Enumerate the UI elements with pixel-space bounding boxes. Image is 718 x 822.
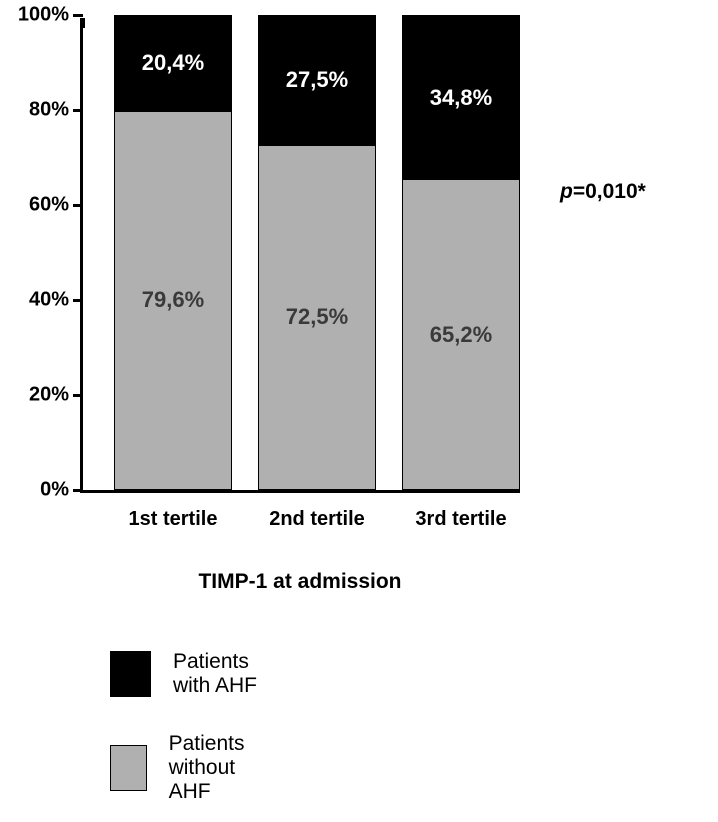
- x-tick-mark: [82, 18, 85, 28]
- bar-value-label-with-ahf: 20,4%: [115, 50, 231, 76]
- bar-segment-without-ahf: 79,6%: [114, 112, 232, 490]
- y-tick-label: 100%: [18, 4, 83, 27]
- bar-group: 34,8% 65,2%: [402, 15, 520, 490]
- p-value-annotation: p=0,010*: [560, 180, 646, 204]
- bar-segment-with-ahf: 20,4%: [114, 15, 232, 112]
- bar-group: 20,4% 79,6%: [114, 15, 232, 490]
- p-value-symbol: p: [560, 180, 573, 203]
- legend-label: Patients without AHF: [169, 732, 274, 804]
- x-tick-label: 2nd tertile: [269, 490, 365, 531]
- bar-value-label-without-ahf: 65,2%: [403, 322, 519, 348]
- plot-area: 0%20%40%60%80%100%20,4%79,6%1st tertile2…: [80, 18, 520, 493]
- bar-value-label-without-ahf: 72,5%: [259, 304, 375, 330]
- legend: Patients with AHF Patients without AHF: [110, 650, 274, 804]
- legend-swatch: [110, 651, 151, 697]
- y-tick-label: 20%: [29, 384, 83, 407]
- legend-item: Patients with AHF: [110, 650, 274, 698]
- x-tick-mark: [316, 18, 319, 28]
- x-tick-label: 1st tertile: [129, 490, 218, 531]
- bar-value-label-with-ahf: 27,5%: [259, 67, 375, 93]
- legend-item: Patients without AHF: [110, 732, 274, 804]
- y-tick-label: 60%: [29, 194, 83, 217]
- bar-segment-with-ahf: 34,8%: [402, 15, 520, 180]
- bar-segment-without-ahf: 72,5%: [258, 146, 376, 490]
- x-tick-mark: [460, 18, 463, 28]
- y-tick-label: 0%: [40, 479, 83, 502]
- x-tick-label: 3rd tertile: [415, 490, 506, 531]
- y-tick-label: 80%: [29, 99, 83, 122]
- p-value-text: =0,010*: [573, 180, 646, 203]
- bar-group: 27,5% 72,5%: [258, 15, 376, 490]
- bar-segment-without-ahf: 65,2%: [402, 180, 520, 490]
- legend-label: Patients with AHF: [173, 650, 274, 698]
- legend-swatch: [110, 745, 147, 791]
- bar-value-label-with-ahf: 34,8%: [403, 85, 519, 111]
- x-axis-title: TIMP-1 at admission: [80, 570, 520, 594]
- x-tick-mark: [172, 18, 175, 28]
- bar-segment-with-ahf: 27,5%: [258, 15, 376, 146]
- y-tick-label: 40%: [29, 289, 83, 312]
- bar-value-label-without-ahf: 79,6%: [115, 287, 231, 313]
